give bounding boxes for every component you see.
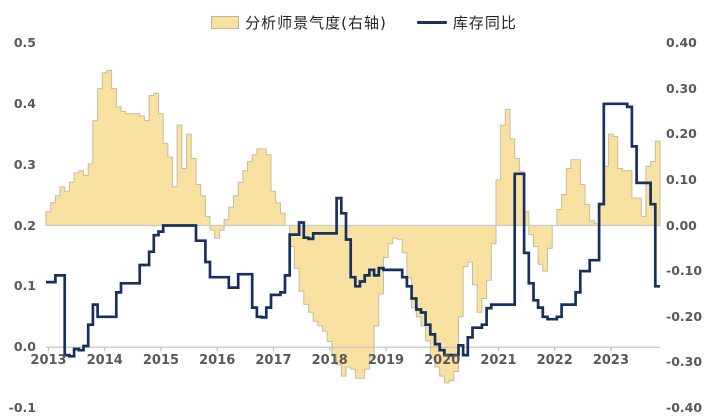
line-swatch-icon xyxy=(416,21,447,24)
legend-label-inventory: 库存同比 xyxy=(452,14,517,32)
area-swatch-icon xyxy=(211,16,240,29)
legend-label-sentiment: 分析师景气度(右轴) xyxy=(245,14,387,32)
legend-item-sentiment: 分析师景气度(右轴) xyxy=(211,12,387,33)
line-series-inventory xyxy=(46,102,660,358)
legend: 分析师景气度(右轴) 库存同比 xyxy=(0,12,714,33)
area-series-sentiment xyxy=(45,69,661,384)
legend-item-inventory: 库存同比 xyxy=(416,12,517,33)
